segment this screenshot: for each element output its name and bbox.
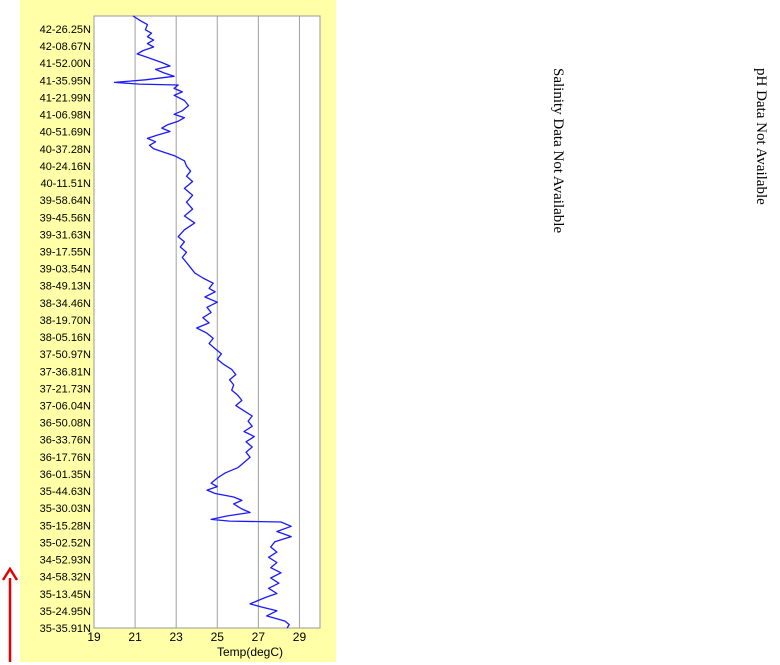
series-layer [113,15,292,629]
y-tick-label: 34-52.93N [40,555,91,567]
x-tick-label: 23 [170,630,184,644]
y-tick-label: 36-50.08N [40,418,91,430]
y-tick-label: 37-06.04N [40,401,91,413]
y-tick-label: 38-05.16N [40,332,91,344]
x-tick-label: 29 [293,630,307,644]
y-tick-labels: 42-26.25N 42-08.67N 41-52.00N 41-35.95N 41-2… [40,24,91,635]
y-tick-label: 41-35.95N [40,75,91,87]
y-tick-label: 41-06.98N [40,110,91,122]
y-tick-label: 40-37.28N [40,144,91,156]
y-tick-label: 40-51.69N [40,127,91,139]
arrow-head [1,566,19,581]
y-tick-label: 38-19.70N [40,315,91,327]
salinity-unavailable-message: Salinity Data Not Available [550,68,566,234]
y-tick-label: 39-31.63N [40,229,91,241]
y-tick-label: 40-24.16N [40,161,91,173]
ph-unavailable-message: pH Data Not Available [753,68,769,205]
x-tick-labels: 19 21 23 25 27 29 [87,630,306,644]
y-tick-label: 36-01.35N [40,469,91,481]
y-tick-label: 39-17.55N [40,246,91,258]
y-tick-label: 40-11.51N [40,178,91,190]
y-tick-label: 35-35.91N [40,623,91,635]
plot-area [94,16,320,628]
x-tick-label: 21 [128,630,142,644]
y-tick-label: 35-44.63N [40,486,91,498]
y-tick-label: 37-50.97N [40,349,91,361]
temperature-series-line [113,15,292,629]
y-tick-label: 35-02.52N [40,537,91,549]
y-tick-label: 35-24.95N [40,606,91,618]
y-tick-label: 37-36.81N [40,366,91,378]
y-tick-label: 37-21.73N [40,383,91,395]
x-tick-label: 19 [87,630,101,644]
y-tick-label: 34-58.32N [40,572,91,584]
y-tick-label: 41-21.99N [40,92,91,104]
y-tick-label: 39-58.64N [40,195,91,207]
x-tick-label: 27 [252,630,266,644]
y-tick-label: 35-13.45N [40,589,91,601]
y-tick-label: 39-45.56N [40,212,91,224]
y-tick-label: 35-30.03N [40,503,91,515]
direction-arrow [1,566,19,662]
y-tick-label: 42-08.67N [40,41,91,53]
y-tick-label: 38-49.13N [40,281,91,293]
grid-lines [134,16,300,628]
y-tick-label: 36-33.76N [40,435,91,447]
y-tick-label: 41-52.00N [40,58,91,70]
y-tick-label: 38-34.46N [40,298,91,310]
x-axis-label: Temp(degC) [217,645,283,659]
plot-frame [93,15,321,629]
y-tick-label: 39-03.54N [40,264,91,276]
y-tick-label: 36-17.76N [40,452,91,464]
x-tick-label: 25 [211,630,225,644]
y-tick-label: 35-15.28N [40,520,91,532]
y-tick-label: 42-26.25N [40,24,91,36]
